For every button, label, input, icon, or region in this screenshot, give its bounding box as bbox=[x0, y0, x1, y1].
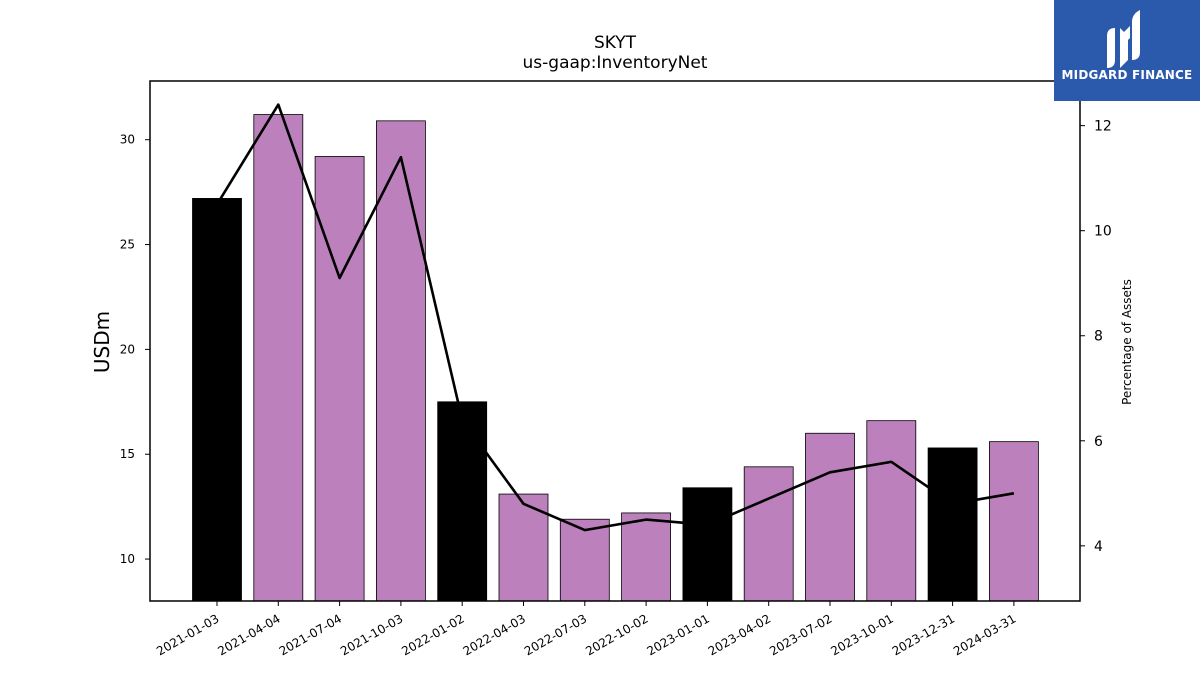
bar bbox=[866, 420, 917, 602]
chart-title: SKYT bbox=[594, 33, 637, 53]
bar bbox=[743, 466, 794, 602]
y-tick-label: 10 bbox=[120, 552, 135, 566]
x-tick-label: 2024-03-31 bbox=[951, 611, 1018, 658]
percentage-line bbox=[215, 103, 1015, 532]
bar bbox=[805, 432, 855, 602]
x-tick-label: 2022-04-03 bbox=[461, 611, 528, 658]
y-axis-ticks: 10 15 20 25 30 bbox=[120, 133, 150, 566]
x-tick-label: 2023-12-31 bbox=[890, 611, 957, 658]
x-tick-label: 2023-07-02 bbox=[767, 611, 834, 658]
bar bbox=[192, 198, 242, 602]
y-axis-label: USDm bbox=[90, 311, 114, 373]
y-tick-label: 30 bbox=[120, 133, 135, 147]
x-tick-label: 2023-10-01 bbox=[828, 611, 895, 658]
x-tick-label: 2022-10-02 bbox=[583, 611, 650, 658]
x-tick-label: 2022-07-03 bbox=[522, 611, 589, 658]
y2-tick-label: 12 bbox=[1094, 119, 1112, 135]
plot-frame bbox=[149, 80, 1081, 602]
x-tick-label: 2021-01-03 bbox=[154, 611, 221, 658]
bar bbox=[437, 401, 488, 602]
x-tick-label: 2021-04-04 bbox=[215, 611, 282, 658]
bar bbox=[989, 441, 1039, 602]
x-tick-label: 2021-10-03 bbox=[338, 611, 405, 658]
bar bbox=[927, 447, 978, 602]
y2-tick-label: 8 bbox=[1094, 329, 1103, 345]
y-tick-label: 20 bbox=[120, 342, 135, 356]
y-tick-label: 15 bbox=[120, 447, 135, 461]
bar bbox=[559, 518, 610, 602]
x-axis-ticks: 2021-01-032021-04-042021-07-042021-10-03… bbox=[154, 601, 1018, 658]
bar-series bbox=[192, 114, 1039, 602]
bar bbox=[621, 512, 671, 602]
chart-subtitle: us-gaap:InventoryNet bbox=[523, 53, 708, 73]
logo-text: MIDGARD FINANCE bbox=[1061, 68, 1193, 82]
bar bbox=[253, 114, 304, 602]
logo-mark-icon bbox=[1107, 10, 1140, 68]
x-tick-label: 2021-07-04 bbox=[277, 611, 344, 658]
y2-tick-label: 10 bbox=[1094, 224, 1112, 240]
brand-logo: MIDGARD FINANCE bbox=[1054, 0, 1200, 101]
y2-tick-label: 6 bbox=[1094, 434, 1103, 450]
bar bbox=[682, 487, 733, 602]
y2-axis-ticks: 4 6 8 10 12 bbox=[1080, 119, 1112, 555]
x-tick-label: 2023-01-01 bbox=[644, 611, 711, 658]
x-tick-label: 2023-04-02 bbox=[706, 611, 773, 658]
bar bbox=[314, 156, 365, 602]
y2-tick-label: 4 bbox=[1094, 539, 1103, 555]
x-tick-label: 2022-01-02 bbox=[399, 611, 466, 658]
y-tick-label: 25 bbox=[120, 238, 135, 252]
bar bbox=[375, 120, 426, 602]
y2-axis-label: Percentage of Assets bbox=[1120, 279, 1134, 405]
